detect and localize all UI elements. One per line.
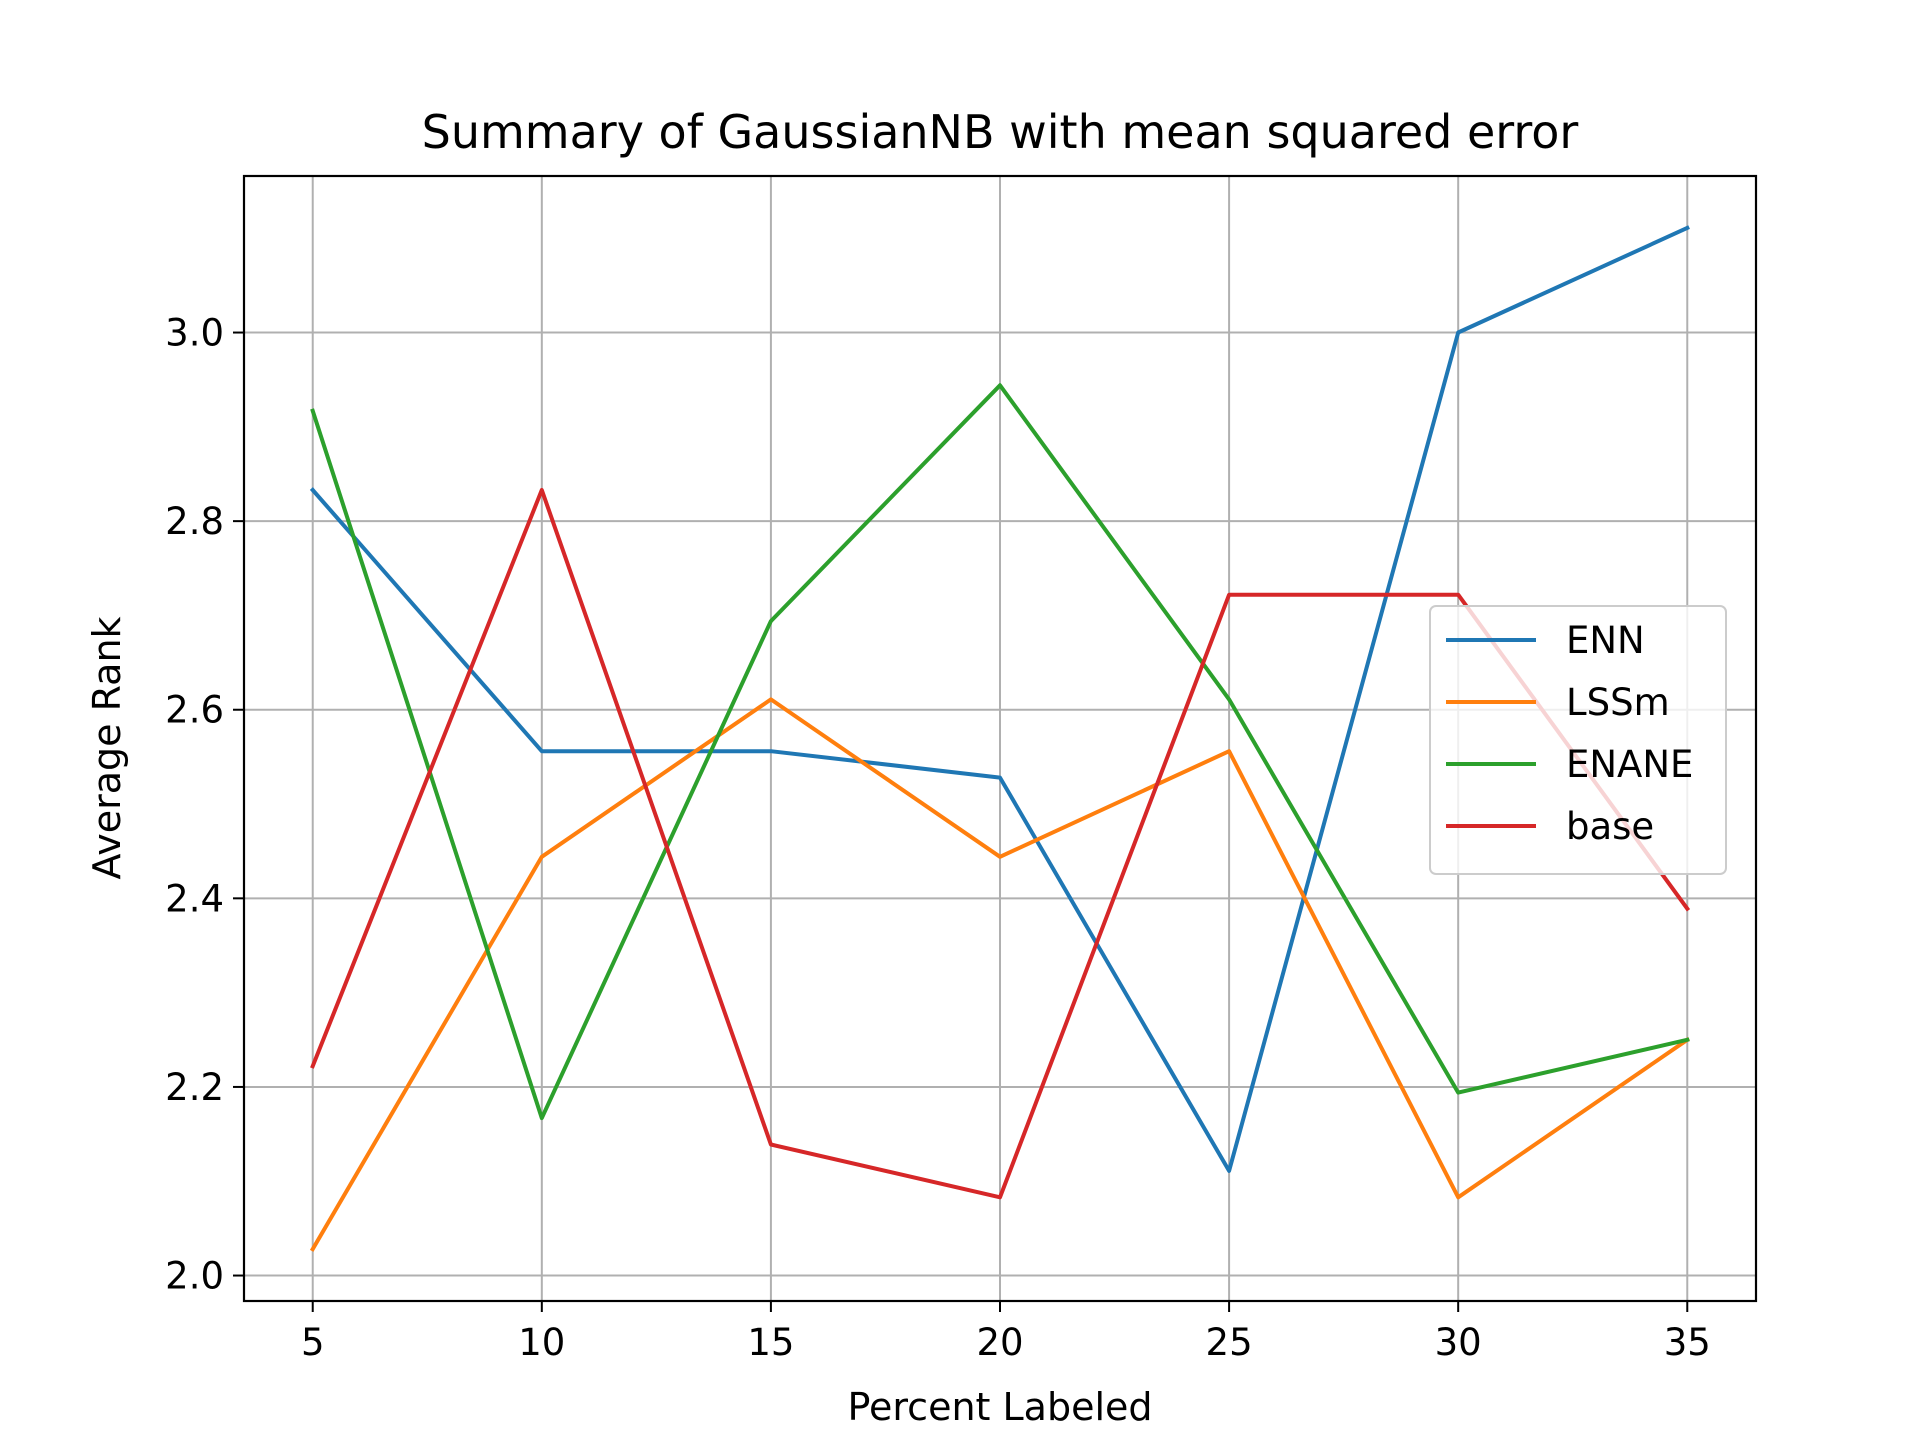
x-tick-label: 30 [1435, 1321, 1482, 1364]
series-line-lssm [309, 697, 1691, 1252]
y-tick-label: 2.4 [165, 877, 224, 920]
chart-title: Summary of GaussianNB with mean squared … [422, 105, 1579, 159]
legend-label: base [1566, 805, 1654, 848]
legend-box [1429, 605, 1727, 875]
x-tick-label: 25 [1206, 1321, 1253, 1364]
y-tick-label: 2.2 [165, 1066, 224, 1109]
y-tick-label: 3.0 [165, 312, 224, 355]
x-tick-label: 20 [976, 1321, 1023, 1364]
legend-label: ENANE [1566, 743, 1693, 786]
axis-ticks: 5 10 15 20 25 30 35 2.0 2.2 2.4 2.6 2.8 3.0 [165, 312, 1711, 1364]
legend-label: LSSm [1566, 681, 1670, 724]
x-tick-label: 35 [1664, 1321, 1711, 1364]
x-axis-title: Percent Labeled [847, 1385, 1152, 1429]
y-tick-label: 2.8 [165, 500, 224, 543]
series-line-base [310, 488, 1691, 1200]
legend-label: ENN [1566, 619, 1645, 662]
y-tick-label: 2.0 [165, 1255, 224, 1298]
legend: ENN LSSm ENANE base [1429, 605, 1727, 875]
y-tick-label: 2.6 [165, 689, 224, 732]
series-line-enn [309, 225, 1690, 1173]
x-tick-label: 15 [747, 1321, 794, 1364]
series-line-enane [310, 383, 1690, 1121]
y-axis-title: Average Rank [85, 616, 129, 879]
series-lines [309, 225, 1691, 1252]
x-tick-label: 10 [518, 1321, 565, 1364]
x-tick-label: 5 [301, 1321, 325, 1364]
